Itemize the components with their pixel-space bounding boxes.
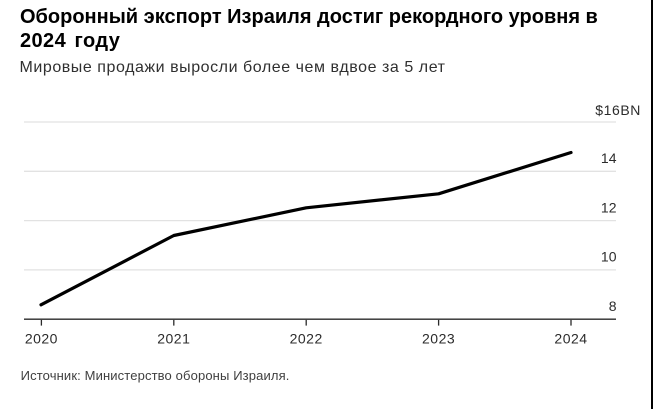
svg-text:2024: 2024	[554, 331, 587, 347]
svg-text:2022: 2022	[290, 331, 323, 347]
svg-text:12: 12	[601, 199, 617, 215]
svg-text:2021: 2021	[157, 331, 190, 347]
svg-text:2020: 2020	[25, 331, 58, 347]
svg-text:14: 14	[601, 150, 617, 166]
svg-text:$16BN: $16BN	[595, 102, 641, 118]
svg-text:10: 10	[601, 249, 617, 265]
svg-text:8: 8	[609, 298, 617, 314]
svg-text:2023: 2023	[422, 331, 455, 347]
